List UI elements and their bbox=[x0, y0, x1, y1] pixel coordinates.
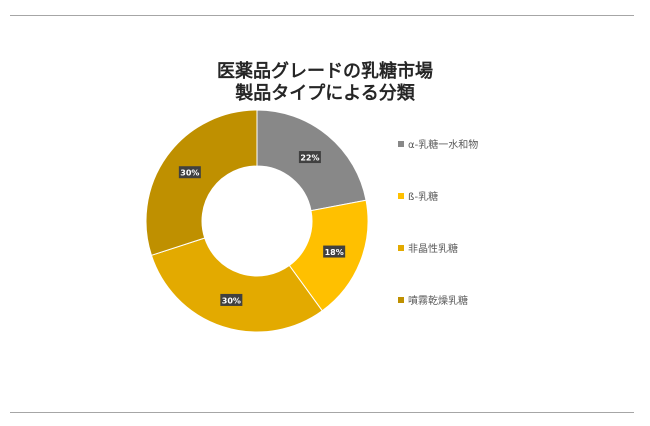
legend-swatch-beta bbox=[398, 192, 404, 199]
legend-item-spray-dried-lactose: 噴霧乾燥乳糖 bbox=[398, 292, 468, 307]
donut-slice-amorphous bbox=[150, 237, 323, 333]
data-label-box-alpha bbox=[298, 151, 321, 164]
data-label-alpha: 22% bbox=[298, 151, 321, 164]
legend-label-amorphous: 非晶性乳糖 bbox=[408, 244, 458, 255]
legend-label-beta: ß-乳糖 bbox=[408, 192, 439, 203]
data-label-box-spray-dried bbox=[178, 166, 201, 179]
data-label-text-spray-dried: 30% bbox=[180, 169, 199, 178]
data-label-box-amorphous bbox=[220, 293, 243, 306]
legend-swatch-amorphous bbox=[398, 244, 404, 251]
chart-title-line-2: 製品タイプによる分類 bbox=[235, 83, 415, 104]
chart-title-line-1: 医薬品グレードの乳糖市場 bbox=[217, 61, 433, 82]
legend-swatch-alpha bbox=[398, 140, 404, 147]
legend-item-alpha-lactose-monohydrate: α-乳糖一水和物 bbox=[398, 136, 478, 151]
data-label-text-alpha: 22% bbox=[300, 154, 319, 163]
data-label-box-beta bbox=[323, 245, 346, 258]
bottom-divider bbox=[10, 412, 634, 413]
donut-slice-spray-dried bbox=[145, 109, 258, 256]
legend-swatch-spray-dried bbox=[398, 296, 404, 303]
top-divider bbox=[10, 15, 634, 16]
data-label-beta: 18% bbox=[323, 245, 346, 258]
data-label-spray-dried: 30% bbox=[178, 166, 201, 179]
legend-item-beta-lactose: ß-乳糖 bbox=[398, 188, 438, 203]
data-label-text-amorphous: 30% bbox=[222, 296, 241, 305]
legend-label-alpha: α-乳糖一水和物 bbox=[408, 140, 479, 151]
data-label-amorphous: 30% bbox=[220, 293, 243, 306]
data-label-text-beta: 18% bbox=[325, 248, 344, 257]
legend-item-amorphous-lactose: 非晶性乳糖 bbox=[398, 240, 458, 255]
legend-label-spray-dried: 噴霧乾燥乳糖 bbox=[408, 296, 468, 307]
chart-title: 医薬品グレードの乳糖市場 製品タイプによる分類 bbox=[175, 61, 475, 105]
